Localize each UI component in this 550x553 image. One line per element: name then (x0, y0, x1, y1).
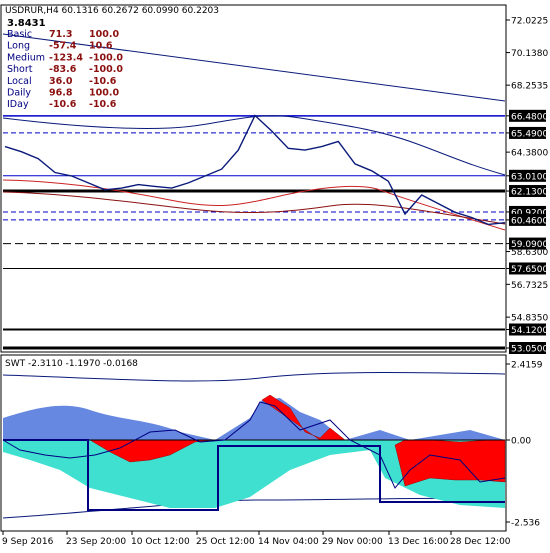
price-label: 60.4600 (511, 216, 548, 226)
price-label-box (509, 213, 546, 226)
signal-trace (94, 401, 506, 489)
table-row-name: Medium (7, 52, 45, 63)
price-label-box (509, 237, 546, 250)
price-label: 54.8350 (511, 314, 548, 324)
price-label: 53.0500 (511, 345, 548, 355)
price-label: 68.2535 (511, 82, 548, 92)
price-label: 57.6500 (511, 265, 548, 275)
table-row-value-b: -10.6 (89, 76, 117, 87)
time-label: 9 Sep 2016 (2, 537, 54, 547)
price-label: 65.4900 (511, 129, 548, 139)
price-label: 70.1380 (511, 49, 548, 59)
table-row-name: Basic (7, 29, 32, 40)
price-panel-frame (0, 4, 507, 353)
price-label: 64.3800 (511, 149, 548, 159)
price-series-line (4, 114, 506, 226)
lower-band-line (2, 497, 506, 519)
table-row-value-b: 100.0 (89, 29, 119, 40)
price-label: 66.4800 (511, 112, 548, 122)
indicator-tick-label: 2.4159 (511, 361, 543, 371)
price-label-box (509, 126, 546, 139)
table-row-value-a: 96.8 (49, 88, 73, 99)
price-label: 59.0900 (511, 240, 548, 250)
price-label-box (509, 342, 546, 354)
price-label-box (509, 262, 546, 275)
time-label: 10 Oct 12:00 (131, 537, 190, 547)
table-row-name: Daily (7, 88, 31, 99)
indicator-tick-label: 0.00 (511, 437, 531, 447)
time-label: 13 Dec 16:00 (388, 537, 449, 547)
table-row-name: Long (7, 41, 30, 52)
table-row-value-a: -123.4 (49, 52, 83, 63)
indicator-panel-frame (0, 354, 507, 532)
price-label: 56.7325 (511, 281, 548, 291)
time-label: 28 Dec 12:00 (450, 537, 511, 547)
price-label: 63.0100 (511, 172, 548, 182)
trend-line (2, 33, 506, 102)
upper-band-line (2, 372, 506, 382)
indicator-tick-label: -2.536 (511, 519, 540, 529)
blue-area (3, 398, 505, 440)
price-label: 72.0225 (511, 17, 548, 27)
table-row-name: IDay (7, 99, 29, 110)
time-label: 14 Nov 04:00 (258, 537, 319, 547)
ma-slow-line (2, 115, 506, 176)
table-row-value-b: -100.0 (89, 64, 123, 75)
red-area (394, 439, 506, 487)
ma-dark-line (2, 191, 506, 225)
table-row-value-b: -100.0 (89, 52, 123, 63)
table-row-name: Local (7, 76, 32, 87)
price-label-box (509, 323, 546, 336)
time-label: 29 Nov 00:00 (322, 537, 383, 547)
table-row-value-b: -10.6 (89, 99, 117, 110)
table-row-value-a: 36.0 (49, 76, 73, 87)
table-row-name: Short (7, 64, 33, 75)
price-label-box (509, 169, 546, 182)
ma-red-line (2, 179, 506, 231)
signal-trace (2, 439, 96, 459)
table-row-value-b: 100.0 (89, 88, 119, 99)
price-label: 54.1200 (511, 326, 548, 336)
table-row-value-a: -83.6 (49, 64, 77, 75)
table-row-value-a: -57.4 (49, 41, 77, 52)
price-label: 62.1300 (511, 188, 548, 198)
price-label: 60.9200 (511, 208, 548, 218)
price-label-box (509, 109, 546, 122)
symbol-line: USDRUR,H4 60.1316 60.2672 60.0990 60.220… (5, 6, 219, 16)
time-label: 25 Oct 12:00 (196, 537, 255, 547)
price-label: 58.6300 (511, 248, 548, 258)
time-label: 23 Sep 20:00 (66, 537, 126, 547)
table-row-value-a: -10.6 (49, 99, 77, 110)
indicator-label: SWT -2.3110 -1.1970 -0.0168 (5, 359, 138, 369)
step-signal-line (3, 439, 505, 511)
price-label-box (509, 185, 546, 198)
header-value: 3.8431 (7, 18, 46, 29)
table-row-value-b: 10.6 (89, 41, 113, 52)
table-row-value-a: 71.3 (49, 29, 72, 40)
